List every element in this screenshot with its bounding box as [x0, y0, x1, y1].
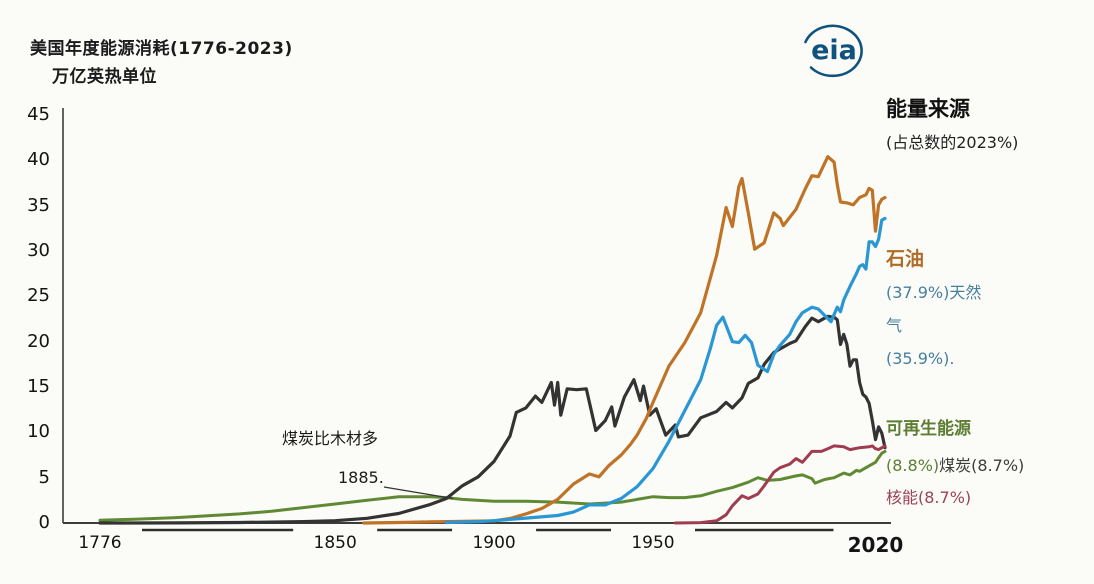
- legend-gas-line2: 气: [886, 316, 903, 335]
- series-line-natural-gas: [444, 216, 887, 525]
- legend-renewables-pct: (8.8%): [886, 456, 940, 475]
- series-line-renewables: [98, 449, 887, 522]
- eia-logo: eia: [804, 24, 863, 78]
- eia-logo-text: eia: [811, 35, 857, 66]
- legend-item-renewables: 可再生能源: [886, 419, 971, 439]
- series-line-nuclear: [673, 444, 887, 525]
- y-tick-label-40: 40: [27, 149, 50, 171]
- series-line-petroleum: [362, 155, 887, 525]
- legend-item-coal: (8.8%)煤炭(8.7%): [886, 452, 1024, 476]
- annotation-pointer-line: [383, 486, 453, 500]
- series-line-coal: [98, 314, 887, 525]
- legend-item-nuclear: 核能(8.7%): [886, 488, 972, 507]
- y-tick-label-30: 30: [27, 240, 50, 261]
- annotation-year-1885: 1885.: [338, 468, 384, 487]
- legend-gas-line1: (37.9%)天然: [886, 283, 982, 302]
- chart-units-label: 万亿英热单位: [52, 67, 157, 87]
- y-tick-label-45: 45: [27, 104, 50, 125]
- legend-gas-line3: (35.9%).: [886, 349, 955, 368]
- y-tick-label-5: 5: [38, 466, 50, 488]
- x-tick-label-1776: 1776: [78, 533, 122, 553]
- x-tick-label-1850: 1850: [313, 533, 357, 553]
- legend-item-natural-gas: (37.9%)天然 气 (35.9%).: [886, 276, 981, 375]
- annotation-coal-exceeds-wood: 煤炭比木材多: [282, 429, 379, 448]
- legend-subheading: (占总数的2023%): [886, 133, 1019, 153]
- y-tick-label-25: 25: [27, 285, 50, 307]
- legend: 能量来源 (占总数的2023%): [886, 96, 1086, 154]
- y-tick-label-35: 35: [27, 194, 50, 216]
- y-tick-label-10: 10: [27, 421, 50, 443]
- y-tick-label-15: 15: [27, 376, 50, 397]
- y-tick-label-0: 0: [38, 512, 50, 533]
- x-tick-label-1950: 1950: [631, 533, 675, 553]
- legend-heading: 能量来源: [886, 97, 970, 121]
- legend-coal-label: 煤炭(8.7%): [939, 456, 1025, 475]
- legend-item-petroleum: 石油: [886, 248, 925, 270]
- x-tick-label-1900: 1900: [472, 533, 516, 553]
- y-tick-label-20: 20: [27, 330, 50, 352]
- x-tick-label-2020: 2020: [847, 533, 904, 557]
- eia-logo-swoosh: [804, 24, 863, 78]
- chart-title: 美国年度能源消耗(1776-2023): [30, 39, 293, 59]
